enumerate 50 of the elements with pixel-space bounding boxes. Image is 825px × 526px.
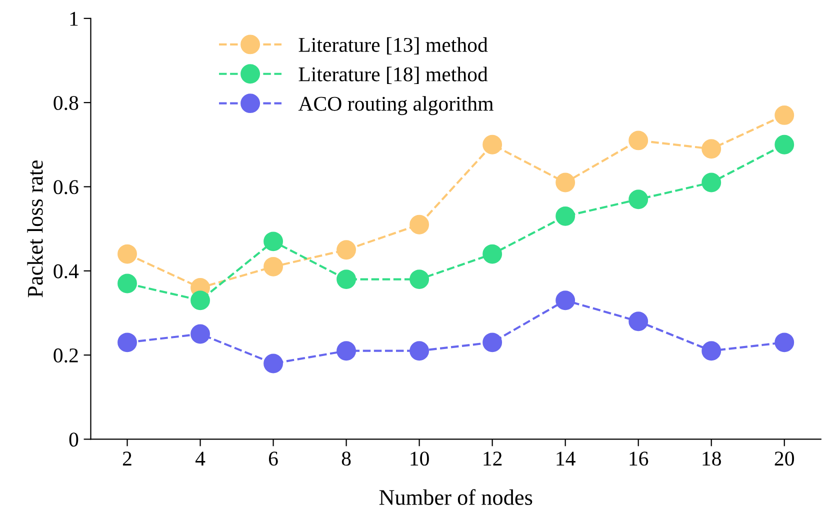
point [774,105,794,125]
x-tick-label: 10 [410,452,429,466]
point [264,232,284,252]
point [556,172,576,192]
y-tick-label: 0.4 [54,264,79,278]
point [774,134,794,154]
point [118,244,137,264]
y-tick-label: 0.2 [54,348,78,363]
point [264,354,284,374]
point [264,256,284,276]
point [190,290,210,310]
point [702,172,722,192]
point [410,270,430,290]
point [628,130,648,150]
point [482,332,502,352]
legend-label: Literature [13] method [298,37,488,55]
point [556,206,576,226]
x-tick-label: 4 [195,452,206,466]
y-tick-label: 0.8 [54,96,78,110]
y-tick-label: 0.6 [54,180,78,194]
legend-label: ACO routing algorithm [298,96,494,116]
point [336,341,356,361]
legend-label: Literature [18] method [298,66,488,84]
x-axis-title: Number of nodes [379,489,532,505]
point [336,240,356,260]
point [702,139,722,159]
point [482,244,502,264]
x-tick-label: 2 [122,452,132,466]
point [774,332,794,352]
x-tick-label: 20 [774,452,794,466]
point [118,274,137,294]
x-tick-label: 12 [484,452,502,466]
y-axis-title: Packet loss rate [27,160,43,298]
y-tick-label: 1 [70,12,78,26]
x-tick-label: 14 [556,452,576,466]
x-tick-label: 18 [702,452,721,466]
x-tick-label: 6 [268,452,278,466]
x-tick-label: 8 [342,452,351,466]
point [628,312,648,332]
y-tick-label: 0 [69,432,78,447]
point [702,341,722,361]
point [482,134,502,154]
point [410,341,430,361]
point [556,290,576,310]
point [628,190,648,210]
point [336,270,356,290]
point [190,324,210,344]
point [118,332,137,352]
point [410,214,430,234]
x-tick-label: 16 [630,452,648,466]
